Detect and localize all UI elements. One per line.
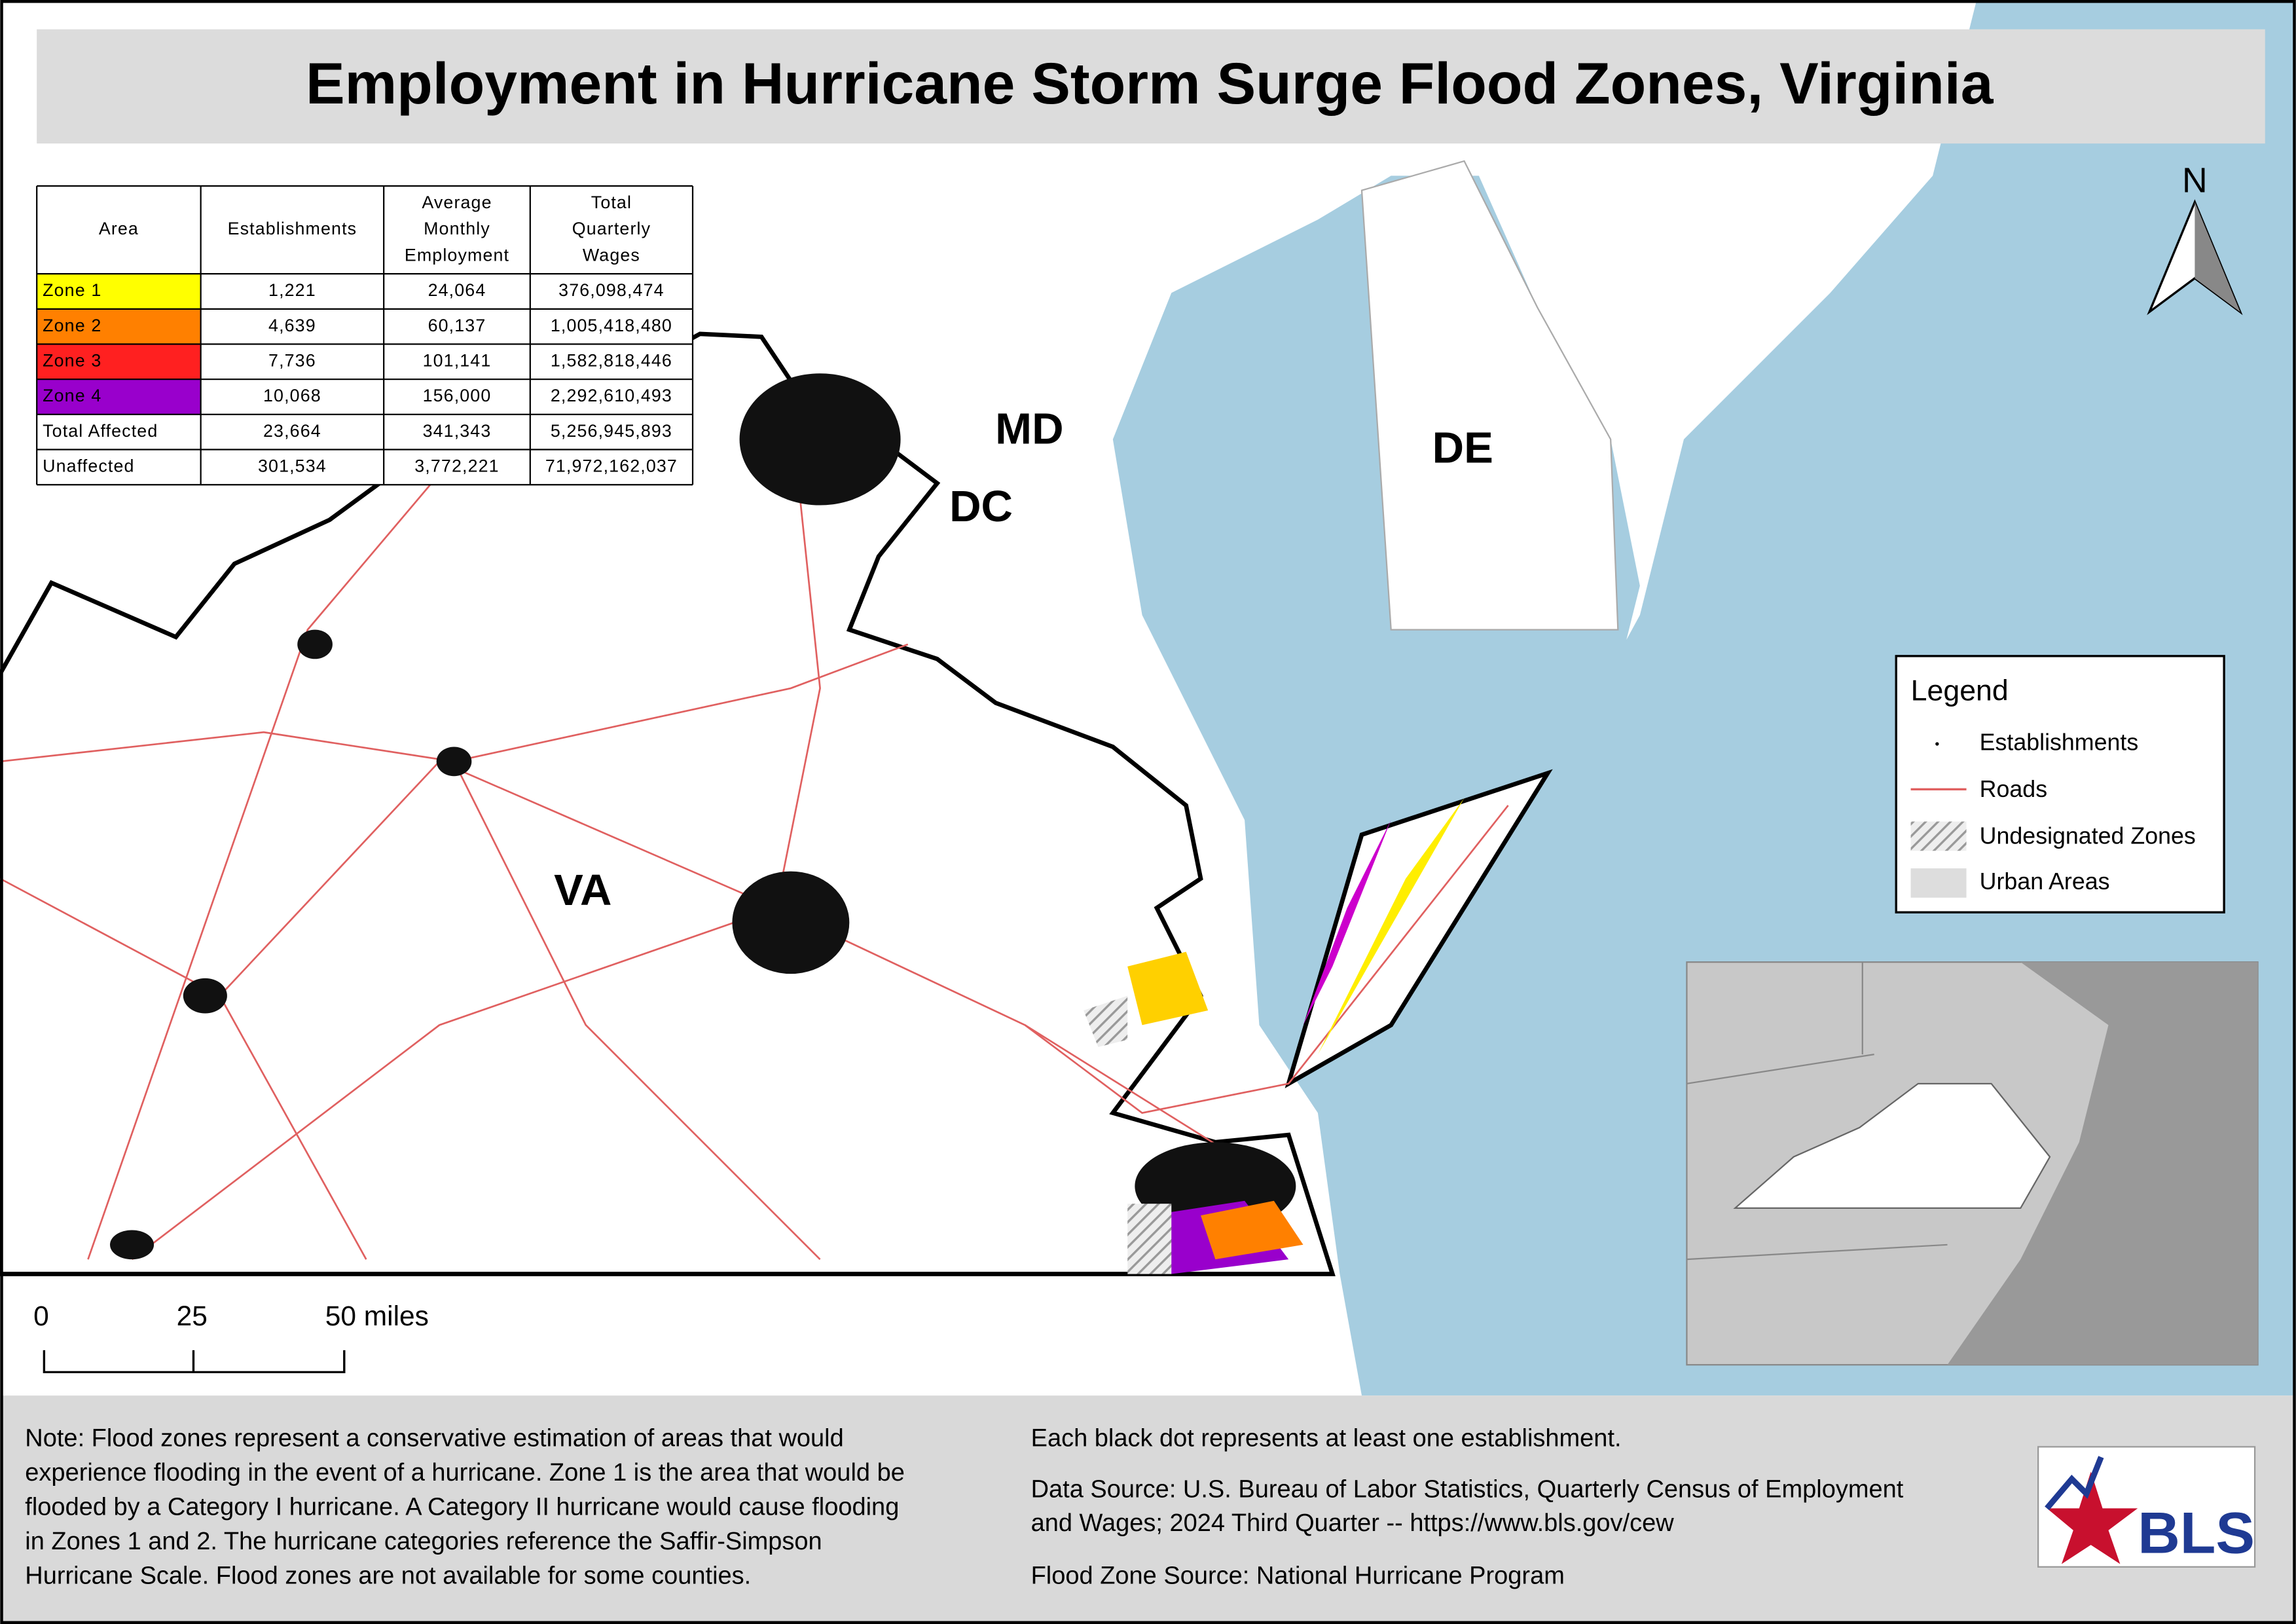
scale-label: 0 — [33, 1301, 49, 1332]
logo-text: BLS — [2138, 1500, 2255, 1566]
table-cell: 301,534 — [258, 456, 327, 475]
zone-swatch — [37, 274, 201, 309]
table-cell: Total Affected — [43, 421, 158, 441]
title: Employment in Hurricane Storm Surge Floo… — [306, 50, 1994, 116]
state-label: VA — [554, 866, 611, 915]
table-cell: 1,221 — [268, 280, 316, 300]
column-header: Establishments — [228, 219, 357, 238]
source-line: Each black dot represents at least one e… — [1031, 1424, 1622, 1452]
column-header: Average — [422, 193, 492, 212]
eastern-shore — [1285, 769, 1553, 1088]
note-line: Hurricane Scale. Flood zones are not ava… — [25, 1562, 751, 1589]
column-header: Wages — [583, 245, 640, 265]
note-line: in Zones 1 and 2. The hurricane categori… — [25, 1528, 822, 1555]
note-line: experience flooding in the event of a hu… — [25, 1459, 905, 1486]
legend-title: Legend — [1911, 675, 2009, 707]
data-table: Area Establishments Average Monthly Employme… — [36, 185, 694, 486]
zone-swatch — [37, 344, 201, 380]
notes: Note: Flood zones represent a conservati… — [25, 1424, 1903, 1589]
table-cell: 1,005,418,480 — [551, 316, 672, 335]
table-cell: Unaffected — [43, 456, 134, 475]
state-label: DC — [949, 482, 1013, 531]
source-line: and Wages; 2024 Third Quarter -- https:/… — [1031, 1509, 1675, 1537]
table-cell: 2,292,610,493 — [551, 386, 672, 405]
state-label: DE — [1432, 423, 1493, 472]
legend-symbol — [1910, 821, 1967, 851]
table-cell: Zone 4 — [43, 386, 101, 405]
table-cell: Zone 2 — [43, 316, 101, 335]
legend-label: Undesignated Zones — [1980, 823, 2196, 849]
scale-bar: 0 25 50 miles — [33, 1301, 429, 1374]
column-header: Total — [591, 193, 632, 212]
legend-label: Urban Areas — [1980, 868, 2110, 895]
table-cell: 5,256,945,893 — [551, 421, 672, 441]
north-label: N — [2182, 161, 2208, 200]
legend-symbol — [1935, 742, 1939, 746]
bls-logo: BLS — [2037, 1446, 2256, 1568]
inset-map — [1686, 961, 2259, 1366]
note-line: Note: Flood zones represent a conservati… — [25, 1424, 843, 1452]
table-cell: 23,664 — [263, 421, 321, 441]
column-header: Area — [99, 219, 139, 238]
state-label: MD — [995, 404, 1063, 453]
table-cell: 101,141 — [423, 350, 492, 370]
table-cell: 156,000 — [423, 386, 492, 405]
legend-symbol — [1910, 868, 1967, 898]
notes-panel — [0, 1395, 2296, 1624]
north-arrow: N — [2147, 161, 2243, 316]
source-line: Data Source: U.S. Bureau of Labor Statis… — [1031, 1476, 1904, 1504]
table-cell: 7,736 — [268, 350, 316, 370]
state-labels: MD DC DE VA — [554, 404, 1493, 914]
delaware — [1360, 160, 1619, 631]
table-cell: 10,068 — [263, 386, 321, 405]
column-header: Quarterly — [572, 219, 651, 238]
table-cell: 4,639 — [268, 316, 316, 335]
flood-zones — [1084, 798, 1465, 1274]
table-cell: 1,582,818,446 — [551, 350, 672, 370]
table-cell: 60,137 — [428, 316, 486, 335]
zone-swatch — [37, 379, 201, 415]
scale-label: 50 miles — [325, 1301, 429, 1332]
column-header: Monthly — [424, 219, 490, 238]
scale-label: 25 — [177, 1301, 208, 1332]
table-cell: Zone 3 — [43, 350, 101, 370]
note-line: flooded by a Category I hurricane. A Cat… — [25, 1493, 899, 1521]
legend-label: Establishments — [1980, 729, 2139, 755]
table-cell: Zone 1 — [43, 280, 101, 300]
source-line: Flood Zone Source: National Hurricane Pr… — [1031, 1562, 1565, 1589]
table-cell: 341,343 — [423, 421, 492, 441]
column-header: Employment — [405, 245, 509, 265]
table-cell: 24,064 — [428, 280, 486, 300]
table-cell: 71,972,162,037 — [545, 456, 678, 475]
table-cell: 3,772,221 — [414, 456, 499, 475]
title-box — [37, 29, 2265, 144]
zone-swatch — [37, 308, 201, 344]
table-cell: 376,098,474 — [558, 280, 665, 300]
legend-label: Roads — [1980, 776, 2047, 802]
